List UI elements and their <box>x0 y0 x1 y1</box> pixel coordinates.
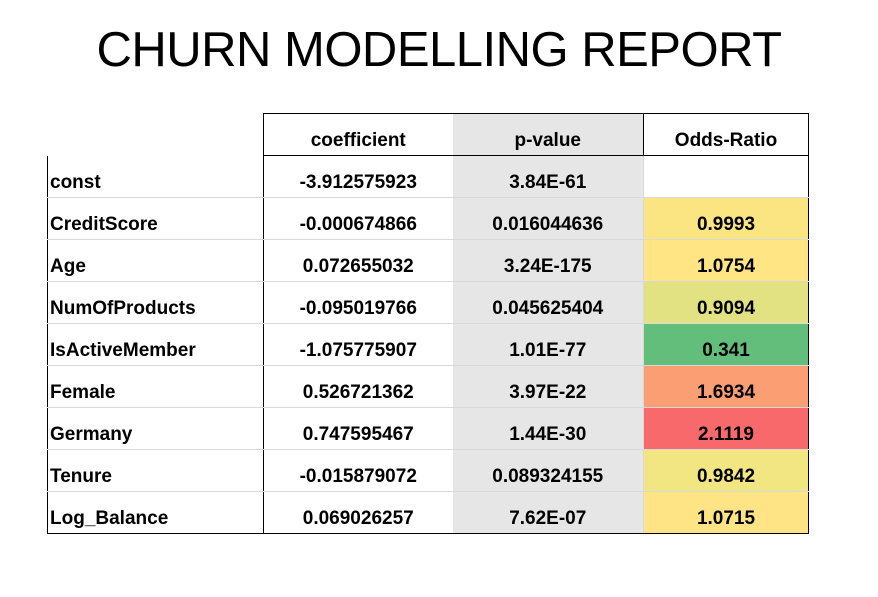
variable-cell: Log_Balance <box>47 491 264 534</box>
coefficient-cell: 0.747595467 <box>263 407 453 450</box>
variable-cell: Age <box>47 239 264 282</box>
table-header-row: coefficient p-value Odds-Ratio <box>48 113 809 156</box>
p-value-cell: 7.62E-07 <box>452 491 644 534</box>
odds-ratio-cell <box>643 155 809 198</box>
variable-cell: Female <box>47 365 264 408</box>
coefficient-cell: 0.526721362 <box>263 365 453 408</box>
table-body: const -3.912575923 3.84E-61 CreditScore -0.0… <box>47 155 809 534</box>
odds-ratio-cell: 1.0715 <box>643 491 809 534</box>
header-odds-ratio: Odds-Ratio <box>643 113 809 156</box>
coefficient-cell: -0.000674866 <box>263 197 453 240</box>
variable-cell: Germany <box>47 407 264 450</box>
p-value-cell: 0.016044636 <box>452 197 644 240</box>
coefficient-cell: -3.912575923 <box>263 155 453 198</box>
table-row: CreditScore -0.000674866 0.016044636 0.9993 <box>47 197 809 240</box>
table-row: Age 0.072655032 3.24E-175 1.0754 <box>47 239 809 282</box>
table-row: Germany 0.747595467 1.44E-30 2.1119 <box>47 407 809 450</box>
p-value-cell: 1.44E-30 <box>452 407 644 450</box>
coefficient-cell: 0.069026257 <box>263 491 453 534</box>
variable-cell: NumOfProducts <box>47 281 264 324</box>
header-p-value: p-value <box>452 113 644 156</box>
table-row: Log_Balance 0.069026257 7.62E-07 1.0715 <box>47 491 809 534</box>
odds-ratio-cell: 0.9094 <box>643 281 809 324</box>
table-row: NumOfProducts -0.095019766 0.045625404 0.90… <box>47 281 809 324</box>
odds-ratio-cell: 1.0754 <box>643 239 809 282</box>
coefficient-cell: -1.075775907 <box>263 323 453 366</box>
p-value-cell: 3.24E-175 <box>452 239 644 282</box>
header-coefficient: coefficient <box>263 113 453 156</box>
table-row: Female 0.526721362 3.97E-22 1.6934 <box>47 365 809 408</box>
variable-cell: CreditScore <box>47 197 264 240</box>
p-value-cell: 0.089324155 <box>452 449 644 492</box>
variable-cell: IsActiveMember <box>47 323 264 366</box>
table-row: Tenure -0.015879072 0.089324155 0.9842 <box>47 449 809 492</box>
coefficient-cell: -0.015879072 <box>263 449 453 492</box>
p-value-cell: 1.01E-77 <box>452 323 644 366</box>
odds-ratio-cell: 1.6934 <box>643 365 809 408</box>
table-row: const -3.912575923 3.84E-61 <box>47 155 809 198</box>
odds-ratio-cell: 0.9842 <box>643 449 809 492</box>
odds-ratio-cell: 0.9993 <box>643 197 809 240</box>
coefficient-cell: 0.072655032 <box>263 239 453 282</box>
p-value-cell: 3.97E-22 <box>452 365 644 408</box>
odds-ratio-cell: 2.1119 <box>643 407 809 450</box>
odds-ratio-cell: 0.341 <box>643 323 809 366</box>
coefficients-table: coefficient p-value Odds-Ratio const -3.9… <box>47 113 809 534</box>
p-value-cell: 3.84E-61 <box>452 155 644 198</box>
variable-cell: const <box>47 155 264 198</box>
coefficient-cell: -0.095019766 <box>263 281 453 324</box>
table-row: IsActiveMember -1.075775907 1.01E-77 0.341 <box>47 323 809 366</box>
report-title: CHURN MODELLING REPORT <box>96 23 782 77</box>
variable-cell: Tenure <box>47 449 264 492</box>
header-variable <box>48 114 264 156</box>
p-value-cell: 0.045625404 <box>452 281 644 324</box>
